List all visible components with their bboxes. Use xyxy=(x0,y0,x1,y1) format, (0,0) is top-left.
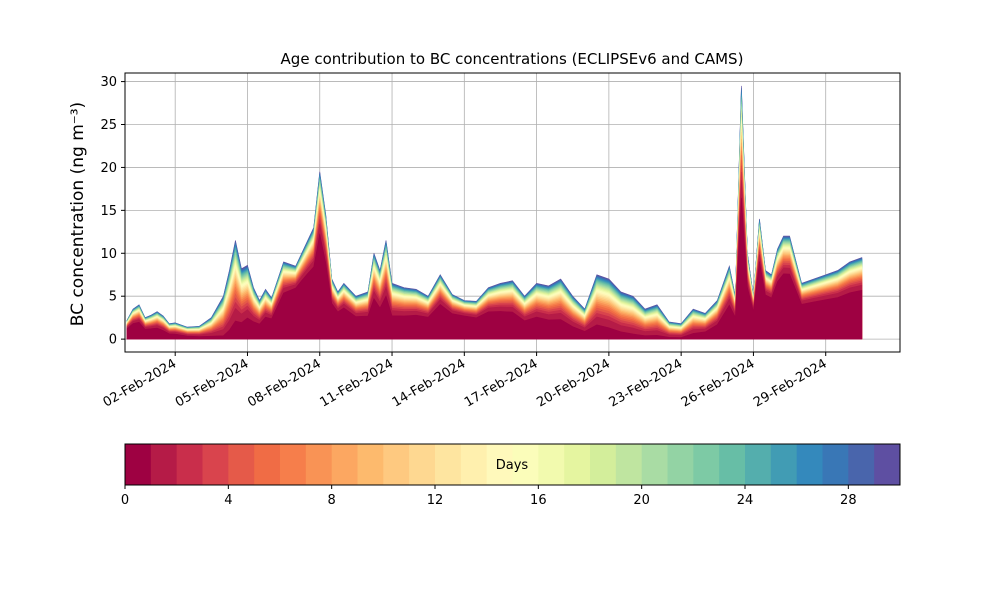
x-tick-label: 26-Feb-2024 xyxy=(679,356,758,410)
x-tick-label: 20-Feb-2024 xyxy=(534,356,613,410)
colorbar-segment xyxy=(770,444,798,485)
colorbar-tick-label: 12 xyxy=(427,493,444,508)
colorbar-segment xyxy=(125,444,152,485)
colorbar-segment xyxy=(615,444,643,485)
colorbar-segment xyxy=(331,444,358,485)
colorbar-label: Days xyxy=(496,458,529,473)
y-tick-label: 10 xyxy=(100,247,117,262)
colorbar-segment xyxy=(590,444,617,485)
colorbar-segment xyxy=(409,444,436,485)
y-tick-label: 30 xyxy=(100,75,117,90)
x-tick-label: 05-Feb-2024 xyxy=(173,356,252,410)
colorbar-segment xyxy=(564,444,591,485)
colorbar-segment xyxy=(150,444,178,485)
colorbar-frame xyxy=(124,443,901,486)
colorbar-segment xyxy=(202,444,229,485)
colorbar-segment xyxy=(435,444,462,485)
plot-area: 0 5 10 15 20 25 30 02-Feb-202405-Feb-202408-Feb… xyxy=(100,72,901,410)
colorbar: 0 4 8 12 16 20 24 28 xyxy=(121,443,901,508)
y-axis-label: BC concentration (ng m⁻³) xyxy=(68,102,88,326)
chart-title: Age contribution to BC concentrations (E… xyxy=(281,50,744,68)
colorbar-segment xyxy=(228,444,255,485)
colorbar-tick-label: 4 xyxy=(224,493,232,508)
y-axis-ticks: 0 5 10 15 20 25 30 xyxy=(100,75,125,348)
x-tick-label: 29-Feb-2024 xyxy=(751,356,830,410)
colorbar-segment xyxy=(512,444,539,485)
colorbar-segment xyxy=(305,444,333,485)
colorbar-tick-label: 0 xyxy=(121,493,129,508)
colorbar-segment xyxy=(538,444,565,485)
colorbar-segment xyxy=(874,444,901,485)
colorbar-segment xyxy=(460,444,488,485)
y-tick-label: 0 xyxy=(109,333,117,348)
colorbar-segment xyxy=(383,444,410,485)
x-tick-label: 11-Feb-2024 xyxy=(317,356,396,410)
colorbar-tick-label: 24 xyxy=(737,493,754,508)
y-tick-label: 5 xyxy=(109,290,117,305)
colorbar-segment xyxy=(176,444,203,485)
x-tick-label: 14-Feb-2024 xyxy=(390,356,469,410)
colorbar-tick-label: 16 xyxy=(530,493,547,508)
colorbar-segment xyxy=(641,444,668,485)
age-bands xyxy=(126,85,863,340)
x-tick-label: 23-Feb-2024 xyxy=(607,356,686,410)
age-band-day-0 xyxy=(126,197,863,340)
x-tick-label: 02-Feb-2024 xyxy=(101,356,180,410)
colorbar-segment xyxy=(486,444,513,485)
colorbar-segment xyxy=(280,444,307,485)
colorbar-segment xyxy=(745,444,772,485)
colorbar-tick-label: 8 xyxy=(328,493,336,508)
y-tick-label: 20 xyxy=(100,161,117,176)
axes-frame xyxy=(124,72,901,353)
x-tick-label: 08-Feb-2024 xyxy=(245,356,324,410)
colorbar-segment xyxy=(822,444,849,485)
colorbar-segment xyxy=(719,444,746,485)
x-axis-ticks: 02-Feb-202405-Feb-202408-Feb-202411-Feb-… xyxy=(101,352,830,410)
y-tick-label: 25 xyxy=(100,118,117,133)
colorbar-segment xyxy=(667,444,694,485)
colorbar-segment xyxy=(254,444,281,485)
x-tick-label: 17-Feb-2024 xyxy=(462,356,541,410)
colorbar-segment xyxy=(796,444,823,485)
colorbar-segment xyxy=(357,444,384,485)
y-tick-label: 15 xyxy=(100,204,117,219)
colorbar-segment xyxy=(693,444,720,485)
colorbar-segment xyxy=(848,444,875,485)
colorbar-tick-label: 20 xyxy=(633,493,650,508)
colorbar-tick-label: 28 xyxy=(840,493,857,508)
